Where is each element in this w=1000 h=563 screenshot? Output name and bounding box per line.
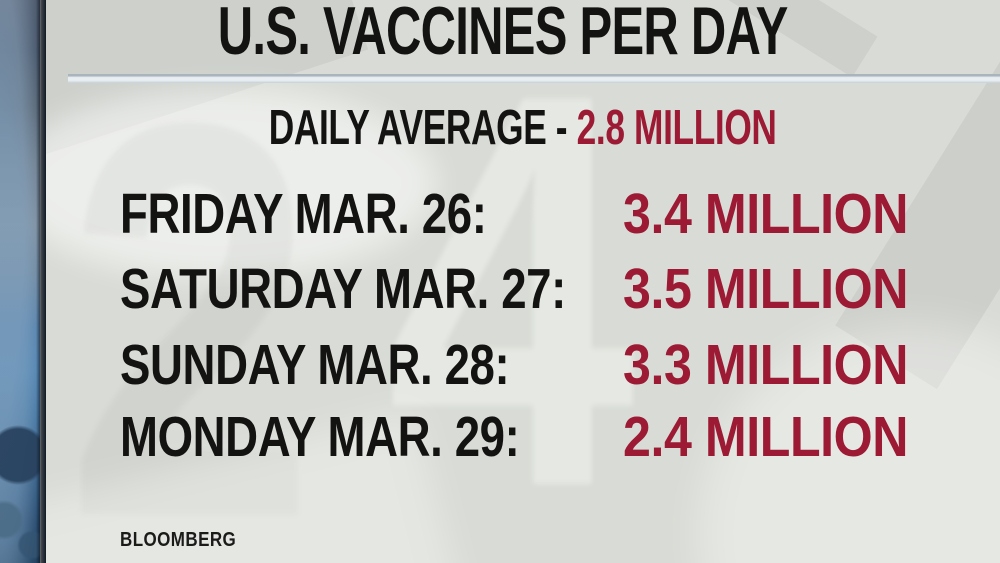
virus-photo-strip (0, 0, 40, 563)
page-title: U.S. VACCINES PER DAY (46, 0, 960, 66)
daily-average-value: 2.8 MILLION (576, 101, 777, 155)
daily-average-label: DAILY AVERAGE - (269, 101, 568, 155)
table-row: SATURDAY MAR. 27: 3.5 MILLION (120, 261, 1000, 321)
table-row: FRIDAY MAR. 26: 3.4 MILLION (120, 186, 1000, 246)
title-divider-rule (68, 74, 1000, 83)
row-value: 3.3 MILLION (623, 333, 909, 397)
source-credit: BLOOMBERG (120, 529, 237, 551)
row-value: 3.4 MILLION (623, 182, 909, 246)
row-value: 3.5 MILLION (623, 257, 909, 321)
row-day-label: SATURDAY MAR. 27: (120, 257, 566, 321)
row-day-label: SUNDAY MAR. 28: (120, 333, 510, 397)
daily-average-line: DAILY AVERAGE - 2.8 MILLION (46, 102, 1000, 154)
data-table: FRIDAY MAR. 26: 3.4 MILLION SATURDAY MAR… (120, 0, 1000, 563)
row-day-label: MONDAY MAR. 29: (120, 405, 520, 469)
table-row: MONDAY MAR. 29: 2.4 MILLION (120, 409, 1000, 469)
table-row: SUNDAY MAR. 28: 3.3 MILLION (120, 337, 1000, 397)
page-title-text: U.S. VACCINES PER DAY (218, 0, 789, 69)
graphic-panel: 2 4 U.S. VACCINES PER DAY DAILY AVERAGE … (46, 0, 1000, 563)
row-day-label: FRIDAY MAR. 26: (120, 182, 487, 246)
row-value: 2.4 MILLION (623, 405, 909, 469)
photo-strip-shadow-edge (36, 0, 46, 563)
